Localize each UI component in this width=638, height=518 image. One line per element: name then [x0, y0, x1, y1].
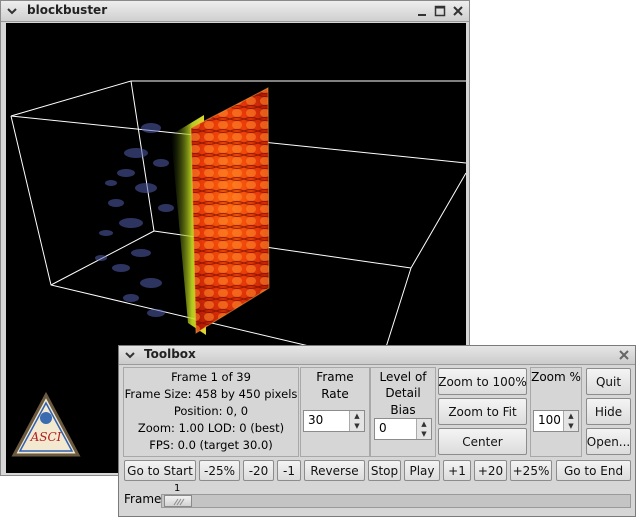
go-to-end-button[interactable]: Go to End: [556, 460, 631, 481]
info-panel: Frame 1 of 39 Frame Size: 458 by 450 pix…: [123, 367, 299, 457]
toolbox-titlebar[interactable]: Toolbox: [119, 346, 635, 365]
go-to-start-button[interactable]: Go to Start: [124, 460, 196, 481]
lod-bias-spinbox[interactable]: ▲ ▼: [374, 418, 432, 440]
frame-counter-text: Frame 1 of 39: [171, 370, 251, 384]
toolbox-menu-chevron-icon[interactable]: [123, 348, 137, 362]
asci-logo-text: ASCI: [30, 430, 62, 444]
center-button[interactable]: Center: [438, 428, 527, 455]
lod-bias-label-2: Detail Bias: [385, 386, 421, 417]
open-button[interactable]: Open...: [586, 428, 631, 455]
fire-slab: [190, 87, 270, 334]
frame-rate-down-icon[interactable]: ▼: [354, 422, 360, 430]
minus-1-button[interactable]: -1: [277, 460, 301, 481]
frame-rate-up-icon[interactable]: ▲: [354, 412, 360, 420]
zoom-percent-label: Zoom %: [531, 370, 581, 384]
minimize-icon[interactable]: [415, 4, 429, 18]
hide-button[interactable]: Hide: [586, 398, 631, 425]
lod-bias-up-icon[interactable]: ▲: [421, 420, 427, 428]
position-text: Position: 0, 0: [173, 404, 249, 418]
plus-25-percent-button[interactable]: +25%: [510, 460, 552, 481]
frame-slider[interactable]: [161, 494, 631, 508]
frame-size-text: Frame Size: 458 by 450 pixels: [124, 387, 298, 401]
volume-render-image: ASCI: [10, 80, 466, 457]
zoom-percent-group: Zoom % ▲ ▼: [530, 367, 582, 457]
zoom-percent-spinbox[interactable]: ▲ ▼: [533, 410, 579, 432]
frame-slider-value: 1: [174, 483, 181, 494]
stop-button[interactable]: Stop: [368, 460, 401, 481]
window-title: blockbuster: [27, 3, 108, 17]
main-titlebar[interactable]: blockbuster: [1, 1, 469, 22]
quit-button[interactable]: Quit: [586, 368, 631, 395]
plus-1-button[interactable]: +1: [443, 460, 471, 481]
frame-slider-label: Frame: [124, 492, 162, 506]
play-button[interactable]: Play: [404, 460, 440, 481]
frame-slider-handle[interactable]: [164, 495, 192, 507]
lod-bias-down-icon[interactable]: ▼: [421, 430, 427, 438]
reverse-button[interactable]: Reverse: [304, 460, 365, 481]
minus-20-button[interactable]: -20: [243, 460, 274, 481]
slider-grip-icon: [173, 498, 185, 506]
toolbox-title: Toolbox: [144, 347, 196, 361]
toolbox-window: Toolbox Frame 1 of 39 Frame Size: 458 by…: [118, 345, 636, 517]
zoom-percent-up-icon[interactable]: ▲: [568, 412, 574, 420]
plus-20-button[interactable]: +20: [474, 460, 507, 481]
fps-text: FPS: 0.0 (target 30.0): [149, 438, 273, 452]
frame-rate-spinbox[interactable]: ▲ ▼: [303, 410, 365, 432]
zoom-percent-input[interactable]: [536, 413, 564, 427]
toolbox-close-icon[interactable]: [617, 348, 631, 362]
lod-bias-label-1: Level of: [379, 370, 427, 384]
asci-logo-icon: ASCI: [11, 391, 81, 457]
zoom-to-100-button[interactable]: Zoom to 100%: [438, 368, 527, 395]
zoom-lod-text: Zoom: 1.00 LOD: 0 (best): [137, 421, 285, 435]
minus-25-percent-button[interactable]: -25%: [199, 460, 240, 481]
lod-bias-group: Level of Detail Bias ▲ ▼: [370, 367, 436, 457]
window-menu-chevron-icon[interactable]: [5, 4, 19, 18]
maximize-icon[interactable]: [433, 4, 447, 18]
blue-wisps: [95, 123, 174, 317]
lod-bias-input[interactable]: [377, 421, 417, 435]
zoom-percent-down-icon[interactable]: ▼: [568, 422, 574, 430]
frame-rate-label: Frame Rate: [316, 370, 354, 401]
close-icon[interactable]: [451, 4, 465, 18]
frame-rate-group: Frame Rate ▲ ▼: [300, 367, 370, 457]
zoom-to-fit-button[interactable]: Zoom to Fit: [438, 398, 527, 425]
frame-rate-input[interactable]: [306, 413, 350, 427]
